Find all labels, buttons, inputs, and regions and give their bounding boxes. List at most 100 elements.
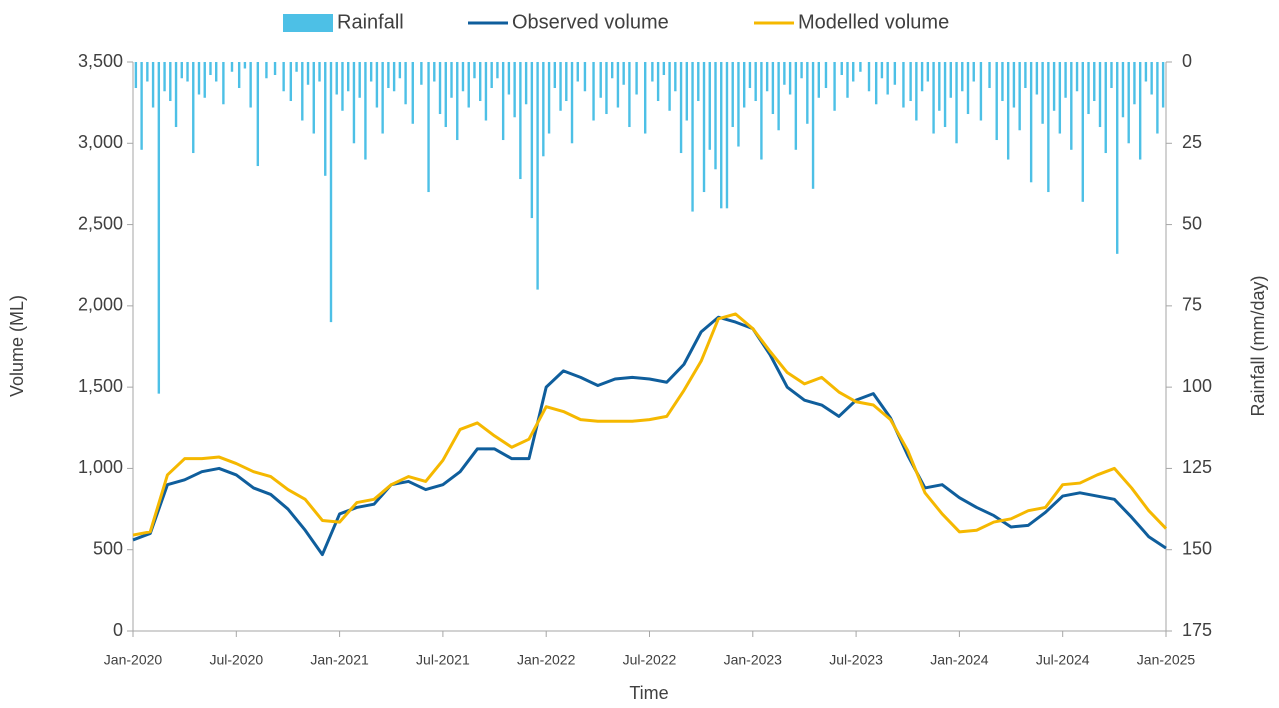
rainfall-bar	[411, 62, 414, 124]
y2-tick-label: 0	[1182, 51, 1192, 71]
rainfall-bar	[134, 62, 138, 89]
rainfall-bar	[341, 62, 344, 111]
rainfall-bar	[720, 62, 723, 209]
rainfall-bar	[484, 62, 488, 121]
rainfall-bar	[691, 62, 694, 212]
rainfall-bar	[731, 62, 734, 128]
rainfall-bar	[643, 62, 647, 134]
rainfall-bar	[806, 62, 809, 124]
rainfall-bar	[1081, 62, 1084, 202]
rainfall-bar	[794, 62, 798, 150]
rainfall-bar	[473, 62, 476, 79]
volume-line	[132, 312, 1168, 537]
volume-line	[132, 315, 1167, 557]
x-tick-label: Jan-2025	[1137, 652, 1196, 668]
rainfall-bar	[874, 62, 878, 105]
rainfall-bar	[961, 62, 964, 92]
y-axis-title: Volume (ML)	[7, 295, 27, 397]
rainfall-bar	[1156, 62, 1159, 134]
rainfall-bar	[496, 62, 499, 79]
x-tick-label: Jan-2021	[310, 652, 369, 668]
rainfall-bar	[381, 62, 384, 134]
rainfall-bar	[902, 62, 905, 108]
legend-label: Observed volume	[512, 11, 669, 33]
y-tick-label: 2,000	[78, 295, 123, 315]
rainfall-bar	[215, 62, 218, 82]
rainfall-bar	[988, 62, 991, 89]
rainfall-bar	[450, 62, 453, 98]
rainfall-bar	[576, 62, 579, 82]
rainfall-bar	[777, 62, 780, 131]
rainfall-bar	[1093, 62, 1096, 102]
rainfall-bar	[559, 62, 562, 111]
rainfall-bar	[1087, 62, 1090, 115]
rainfall-bar	[628, 62, 631, 128]
rainfall-bar	[920, 62, 924, 92]
rainfall-bar	[788, 62, 792, 95]
rainfall-bar	[771, 62, 775, 115]
rainfall-bar	[461, 62, 465, 92]
rainfall-bar	[273, 62, 277, 76]
rainfall-bar	[174, 62, 178, 128]
y2-tick-label: 25	[1182, 132, 1202, 152]
rainfall-bar	[1116, 62, 1119, 254]
rainfall-bar	[668, 62, 671, 111]
rainfall-bar	[479, 62, 482, 102]
rainfall-bar	[955, 62, 958, 144]
rainfall-bar	[1012, 62, 1016, 108]
rainfall-bar	[335, 62, 338, 95]
rainfall-bar	[192, 62, 195, 154]
legend-label: Modelled volume	[798, 11, 949, 33]
rainfall-bar	[404, 62, 407, 105]
rainfall-bar	[737, 62, 740, 147]
rainfall-bar	[616, 62, 620, 108]
rainfall-bar	[679, 62, 683, 154]
rainfall-bar	[702, 62, 706, 193]
rainfall-bar	[610, 62, 614, 79]
rainfall-bar	[1058, 62, 1062, 134]
y2-tick-label: 175	[1182, 620, 1212, 640]
rainfall-bar	[490, 62, 493, 89]
rainfall-bar	[237, 62, 241, 89]
rainfall-bar	[570, 62, 574, 144]
rainfall-bar	[714, 62, 717, 170]
rainfall-bar	[938, 62, 941, 111]
rainfall-bar	[1161, 62, 1165, 108]
legend-label: Rainfall	[337, 11, 404, 33]
rainfall-bar	[765, 62, 769, 92]
rainfall-bar	[708, 62, 711, 150]
rainfall-bar	[318, 62, 321, 82]
rainfall-bar	[880, 62, 884, 79]
y2-tick-label: 50	[1182, 213, 1202, 233]
rainfall-bar	[635, 62, 638, 95]
rainfall-bar	[427, 62, 430, 193]
rainfall-bar	[249, 62, 252, 108]
rainfall-bar	[824, 62, 828, 89]
rainfall-bar	[456, 62, 459, 141]
rainfall-bar	[507, 62, 511, 95]
rainfall-bar	[605, 62, 608, 115]
y-tick-label: 3,000	[78, 132, 123, 152]
rainfall-bar	[444, 62, 447, 128]
rainfall-bar	[1018, 62, 1021, 131]
rainfall-bar	[949, 62, 952, 98]
y-tick-label: 0	[113, 620, 123, 640]
rainfall-bar	[387, 62, 390, 89]
rainfall-bar	[140, 62, 143, 150]
rainfall-bar	[1006, 62, 1010, 160]
rainfall-bar	[295, 62, 298, 72]
rainfall-bar	[364, 62, 367, 160]
rainfall-bar	[243, 62, 247, 69]
rainfall-bar	[1110, 62, 1113, 89]
rainfall-bar	[433, 62, 436, 82]
rainfall-bar	[352, 62, 356, 144]
rainfall-bar	[565, 62, 568, 102]
rainfall-bar	[282, 62, 285, 92]
rainfall-bar	[833, 62, 836, 111]
y2-axis-title: Rainfall (mm/day)	[1248, 275, 1268, 416]
rainfall-bar	[157, 62, 161, 394]
rainfall-bar	[800, 62, 803, 79]
rainfall-bar	[1047, 62, 1050, 193]
x-tick-label: Jan-2020	[104, 652, 163, 668]
y2-tick-label: 100	[1182, 376, 1212, 396]
